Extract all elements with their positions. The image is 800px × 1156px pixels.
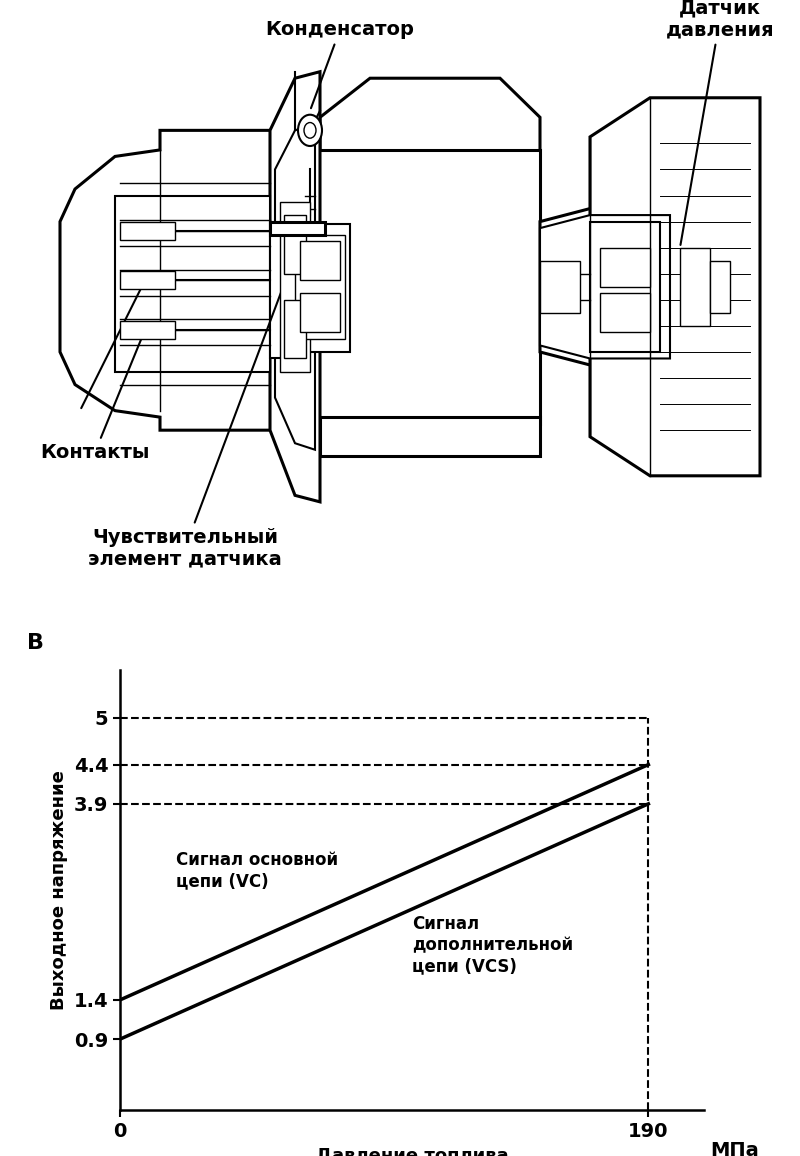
Text: Сигнал
дополнительной
цепи (VCS): Сигнал дополнительной цепи (VCS) (412, 916, 573, 975)
Polygon shape (270, 72, 320, 502)
Polygon shape (290, 150, 540, 430)
Polygon shape (590, 222, 660, 351)
Bar (270, 222, 325, 235)
Text: Датчик
давления: Датчик давления (666, 0, 774, 245)
Polygon shape (290, 224, 350, 351)
Polygon shape (275, 124, 315, 450)
Polygon shape (60, 131, 280, 430)
Polygon shape (540, 215, 670, 358)
Polygon shape (320, 417, 540, 457)
X-axis label: Давление топлива: Давление топлива (316, 1146, 508, 1156)
Bar (600, 247, 650, 287)
Bar (120, 222, 175, 239)
Polygon shape (320, 79, 540, 156)
Bar (280, 202, 310, 371)
Bar (300, 294, 340, 333)
Circle shape (298, 114, 322, 146)
Text: Чувствительный
элемент датчика: Чувствительный элемент датчика (88, 217, 309, 569)
Text: В: В (26, 632, 43, 653)
Polygon shape (115, 195, 270, 371)
Text: Контакты: Контакты (40, 333, 150, 462)
Polygon shape (270, 222, 290, 358)
Circle shape (304, 123, 316, 139)
Y-axis label: Выходное напряжение: Выходное напряжение (50, 770, 68, 1010)
Text: Сигнал основной
цепи (VC): Сигнал основной цепи (VC) (176, 851, 338, 890)
Text: МПа: МПа (710, 1141, 758, 1156)
Bar (710, 261, 730, 313)
Bar (284, 215, 306, 274)
Polygon shape (540, 208, 680, 365)
Text: Конденсатор: Конденсатор (266, 20, 414, 109)
Bar (284, 299, 306, 358)
Bar (680, 247, 710, 326)
Bar (120, 272, 175, 289)
Bar (120, 320, 175, 339)
Polygon shape (590, 98, 760, 476)
Bar (300, 242, 340, 280)
Bar (540, 261, 580, 313)
Bar (600, 294, 650, 333)
Bar (295, 235, 345, 339)
